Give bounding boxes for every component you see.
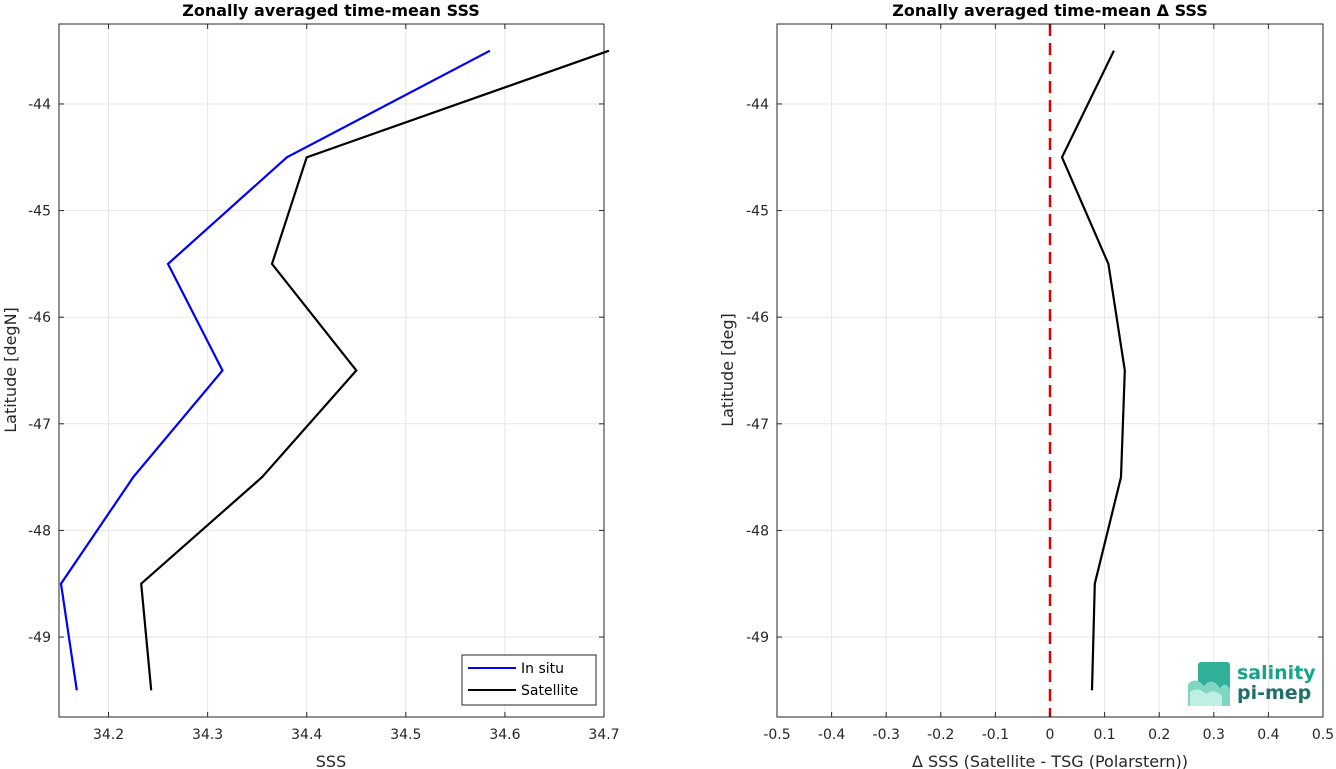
wave-logo-icon — [1188, 662, 1230, 706]
sss-y-axis-label: Latitude [degN] — [1, 307, 20, 433]
sss-y-tick-label: -46 — [28, 310, 51, 326]
delta-sss-series-line-delta — [1060, 50, 1126, 691]
delta-sss-panel: -0.5 -0.4 -0.3 -0.2 -0.1 0 0.1 0.2 0.3 0.4 0.5 -44… — [718, 1, 1334, 769]
delta-sss-chart-title: Zonally averaged time-mean Δ SSS — [892, 1, 1208, 20]
sss-series — [59, 49, 610, 691]
delta-sss-y-tick-label: -44 — [746, 97, 769, 113]
delta-sss-y-axis-label: Latitude [deg] — [718, 313, 737, 427]
delta-sss-x-axis-label: Δ SSS (Satellite - TSG (Polarstern)) — [912, 752, 1188, 769]
sss-y-tick-label: -44 — [28, 97, 51, 113]
delta-sss-x-tick-label: -0.5 — [763, 727, 790, 743]
delta-sss-x-tick-label: 0.1 — [1093, 727, 1115, 743]
sss-y-tick-label: -49 — [28, 630, 51, 646]
delta-sss-x-tick-label: -0.4 — [818, 727, 845, 743]
delta-sss-y-tick-label: -47 — [746, 417, 769, 433]
logo-text-pi-mep: pi-mep — [1237, 682, 1311, 704]
sss-x-tick-label: 34.6 — [489, 727, 520, 743]
salinity-pi-mep-logo: salinity pi-mep — [1188, 662, 1316, 706]
sss-panel: 34.2 34.3 34.4 34.5 34.6 34.7 -44 -45 -46 -47 -48… — [1, 1, 620, 769]
delta-sss-x-tick-label: 0.2 — [1148, 727, 1170, 743]
delta-sss-y-tick-label: -48 — [746, 523, 769, 539]
delta-sss-x-tick-label: -0.3 — [873, 727, 900, 743]
sss-plot-area — [59, 24, 604, 717]
sss-x-axis-label: SSS — [316, 752, 346, 769]
sss-y-tick-label: -47 — [28, 417, 51, 433]
delta-sss-x-ticks: -0.5 -0.4 -0.3 -0.2 -0.1 0 0.1 0.2 0.3 0.4 0.5 — [763, 24, 1334, 743]
legend[interactable]: In situ Satellite — [461, 654, 597, 706]
delta-sss-x-tick-label: -0.1 — [982, 727, 1009, 743]
legend-entry-in-situ: In situ — [521, 661, 564, 677]
delta-sss-series — [1060, 50, 1126, 691]
delta-sss-y-tick-label: -46 — [746, 310, 769, 326]
delta-sss-x-tick-label: 0.5 — [1312, 727, 1334, 743]
legend-entry-satellite: Satellite — [521, 683, 578, 699]
delta-sss-y-tick-label: -45 — [746, 204, 769, 220]
sss-y-tick-label: -48 — [28, 523, 51, 539]
sss-y-ticks: -44 -45 -46 -47 -48 -49 — [28, 97, 604, 646]
sss-y-tick-label: -45 — [28, 204, 51, 220]
delta-sss-x-tick-label: 0 — [1046, 727, 1055, 743]
sss-x-tick-label: 34.7 — [588, 727, 619, 743]
delta-sss-x-tick-label: -0.2 — [927, 727, 954, 743]
sss-x-tick-label: 34.4 — [291, 727, 322, 743]
sss-axes-box — [58, 23, 605, 718]
delta-sss-y-tick-label: -49 — [746, 630, 769, 646]
sss-chart-title: Zonally averaged time-mean SSS — [182, 1, 480, 20]
logo-text-salinity: salinity — [1237, 662, 1316, 684]
sss-x-tick-label: 34.3 — [192, 727, 223, 743]
sss-series-line-satellite — [140, 49, 610, 691]
sss-x-tick-label: 34.2 — [93, 727, 124, 743]
sss-series-line-in-situ — [59, 49, 491, 691]
delta-sss-x-tick-label: 0.4 — [1257, 727, 1279, 743]
sss-x-ticks: 34.2 34.3 34.4 34.5 34.6 34.7 — [93, 24, 620, 743]
legend-box — [461, 654, 597, 706]
delta-sss-x-tick-label: 0.3 — [1203, 727, 1225, 743]
delta-sss-y-ticks: -44 -45 -46 -47 -48 -49 — [746, 97, 1323, 646]
sss-x-tick-label: 34.5 — [390, 727, 421, 743]
